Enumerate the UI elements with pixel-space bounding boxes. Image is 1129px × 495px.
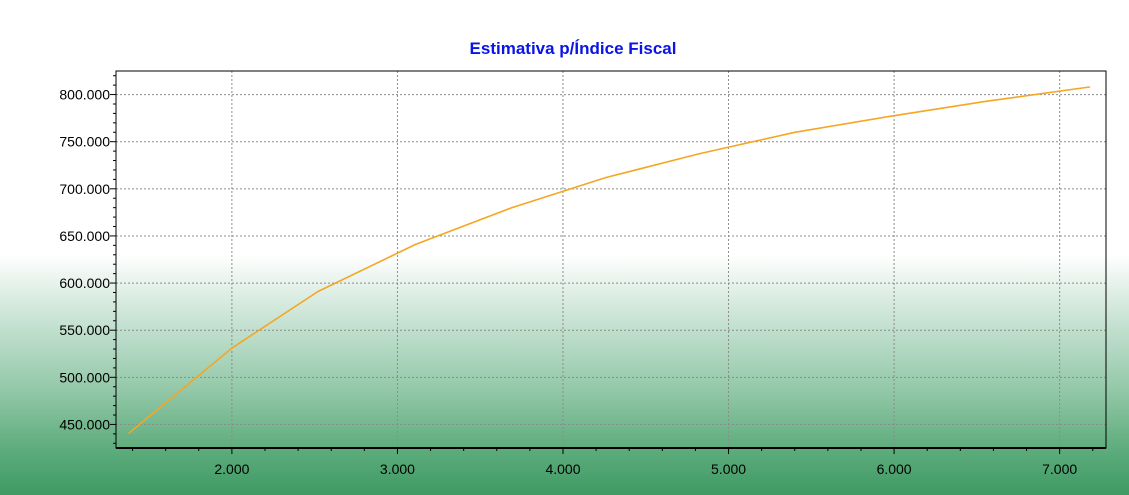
data-point (697, 153, 700, 155)
x-tick-labels: 2.000 3.000 4.000 5.000 6.000 7.000 (214, 461, 1077, 477)
x-tick-label: 5.000 (711, 461, 746, 477)
data-point (510, 206, 513, 209)
x-tick-label: 2.000 (214, 461, 249, 477)
x-tick-label: 7.000 (1042, 461, 1077, 477)
grid-lines (116, 71, 1106, 448)
data-point (128, 432, 130, 434)
data-point (317, 290, 319, 293)
data-point (794, 131, 796, 134)
y-tick-label: 750.000 (59, 134, 110, 150)
x-tick-label: 3.000 (380, 461, 415, 477)
y-tick-label: 600.000 (59, 275, 110, 291)
y-tick-label: 550.000 (59, 322, 110, 338)
chart-title: Estimativa p/Índice Fiscal (470, 39, 677, 58)
data-point (890, 115, 892, 117)
y-tick-label: 500.000 (59, 369, 110, 385)
data-series (128, 86, 1091, 434)
data-point (1088, 86, 1091, 88)
data-point (605, 176, 607, 179)
y-tick-label: 450.000 (59, 416, 110, 432)
data-point (231, 347, 233, 349)
x-tick-label: 4.000 (545, 461, 580, 477)
y-tick-label: 700.000 (59, 181, 110, 197)
series-line (128, 86, 1090, 434)
data-point (986, 100, 988, 102)
y-tick-label: 800.000 (59, 87, 110, 103)
plot-frame (115, 70, 1107, 449)
data-point (414, 243, 417, 246)
x-tick-label: 6.000 (877, 461, 912, 477)
minor-ticks (110, 75, 1094, 454)
y-tick-label: 650.000 (59, 228, 110, 244)
y-tick-labels: 450.000 500.000 550.000 600.000 650.000 700.0… (59, 87, 110, 433)
